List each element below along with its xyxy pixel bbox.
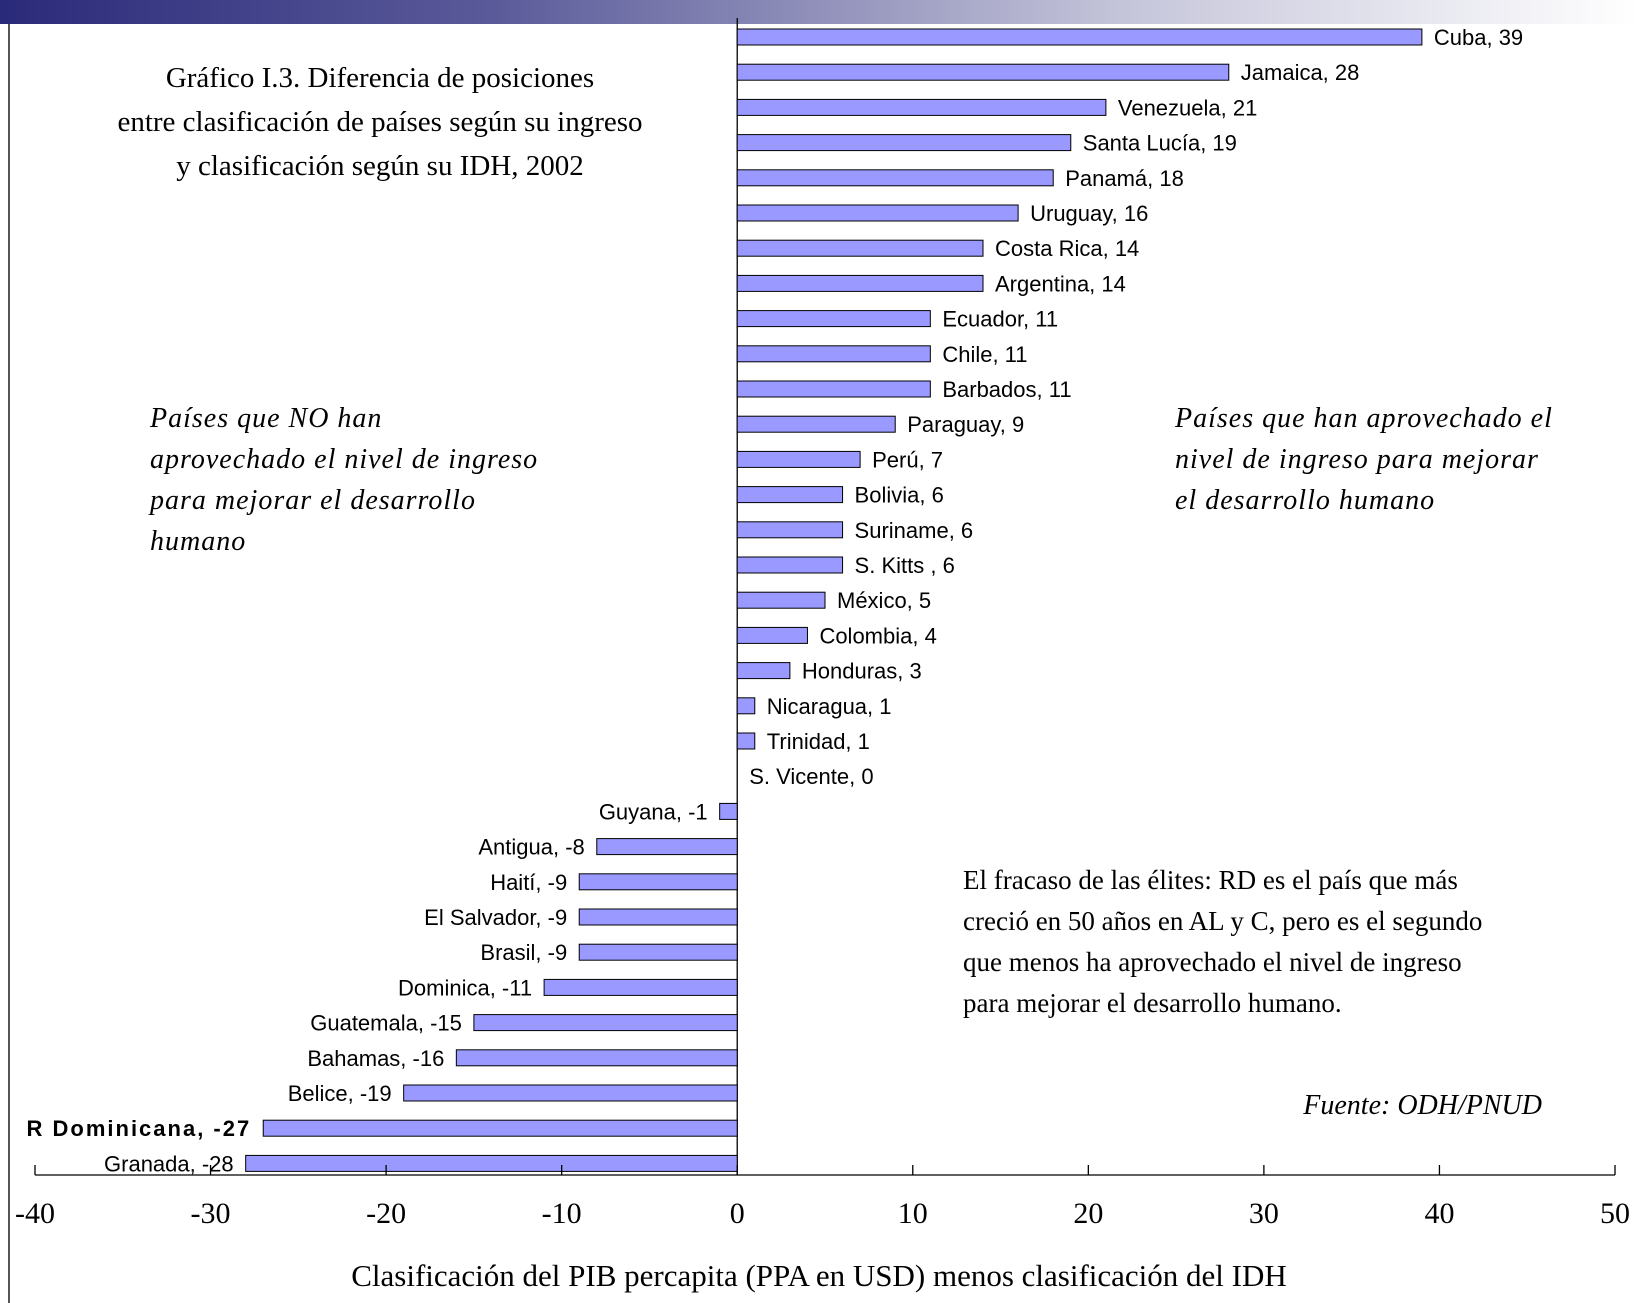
- bar-label: Dominica, -11: [398, 975, 532, 1000]
- bar-label: Honduras, 3: [802, 659, 922, 684]
- bar-label: Trinidad, 1: [767, 729, 870, 754]
- bar-label: Uruguay, 16: [1030, 201, 1148, 226]
- x-tick-label: -40: [15, 1197, 55, 1230]
- bar-label: Guatemala, -15: [310, 1011, 462, 1036]
- chart-title-line: entre clasificación de países según su i…: [117, 106, 643, 138]
- bar: [736, 274, 984, 292]
- bar: [543, 978, 738, 996]
- bar-label: Venezuela, 21: [1118, 95, 1257, 120]
- bar: [578, 943, 738, 961]
- note-left: Países que NO han aprovechado el nivel d…: [150, 398, 610, 562]
- bar-label: Belice, -19: [288, 1081, 392, 1106]
- bar-label: Jamaica, 28: [1241, 60, 1360, 85]
- bar-label: S. Vicente, 0: [749, 764, 873, 789]
- bar: [736, 380, 931, 398]
- x-tick-label: 0: [730, 1197, 745, 1230]
- bar: [578, 908, 738, 926]
- x-tick-label: 50: [1600, 1197, 1630, 1230]
- bar: [736, 98, 1107, 116]
- bar: [736, 134, 1072, 152]
- commentary-line: que menos ha aprovechado el nivel de ing…: [963, 947, 1462, 977]
- bar: [736, 626, 808, 644]
- note-right-line: Países que han aprovechado el: [1175, 403, 1553, 434]
- bar-label: Argentina, 14: [995, 271, 1126, 296]
- x-axis-label: Clasificación del PIB percapita (PPA en …: [351, 1258, 1287, 1293]
- bar: [403, 1084, 738, 1102]
- note-left-line: para mejorar el desarrollo: [150, 485, 476, 516]
- top-color-band: [0, 0, 1638, 24]
- bar: [736, 169, 1054, 187]
- bar: [736, 697, 756, 715]
- bar: [736, 345, 931, 363]
- bar: [473, 1014, 738, 1032]
- bar-label: Barbados, 11: [942, 377, 1071, 402]
- bar: [736, 63, 1230, 81]
- commentary-line: para mejorar el desarrollo humano.: [963, 988, 1342, 1018]
- bar-label: México, 5: [837, 588, 931, 613]
- bar: [736, 521, 844, 539]
- bar: [719, 802, 738, 820]
- bar-label: Chile, 11: [942, 342, 1027, 367]
- chart-title: Gráfico I.3. Diferencia de posiciones en…: [80, 56, 680, 188]
- bar: [596, 838, 738, 856]
- bar-label: Panamá, 18: [1065, 166, 1184, 191]
- bar-label: Antigua, -8: [478, 835, 584, 860]
- bar: [455, 1049, 738, 1067]
- bar-label: Guyana, -1: [599, 799, 708, 824]
- bar-label: Bahamas, -16: [307, 1046, 444, 1071]
- bar-label: El Salvador, -9: [424, 905, 567, 930]
- bar-label: Colombia, 4: [819, 623, 936, 648]
- bar: [736, 662, 791, 680]
- bar-label: S. Kitts , 6: [855, 553, 955, 578]
- note-right: Países que han aprovechado el nivel de i…: [1175, 398, 1595, 521]
- x-tick-label: -10: [542, 1197, 582, 1230]
- bar: [736, 732, 756, 750]
- bar-label: Granada, -28: [104, 1151, 234, 1176]
- bar: [736, 415, 896, 433]
- commentary-line: El fracaso de las élites: RD es el país …: [963, 865, 1458, 895]
- bar-label: Paraguay, 9: [907, 412, 1024, 437]
- bar-label: Santa Lucía, 19: [1083, 131, 1237, 156]
- x-tick-label: 20: [1073, 1197, 1103, 1230]
- bar: [736, 28, 1423, 46]
- x-tick-label: -20: [366, 1197, 406, 1230]
- bar: [578, 873, 738, 891]
- bar-label: Costa Rica, 14: [995, 236, 1139, 261]
- bar-label: Brasil, -9: [480, 940, 567, 965]
- bar: [736, 239, 984, 257]
- note-left-line: aprovechado el nivel de ingreso: [150, 444, 539, 475]
- bar-label: Haití, -9: [490, 870, 567, 895]
- bar-label: Perú, 7: [872, 447, 943, 472]
- bar: [262, 1119, 738, 1137]
- bar-label: Cuba, 39: [1434, 25, 1523, 50]
- bar-label: Ecuador, 11: [942, 307, 1058, 332]
- x-tick-label: 40: [1424, 1197, 1454, 1230]
- x-tick-label: -30: [191, 1197, 231, 1230]
- bar: [736, 556, 844, 574]
- bar: [736, 310, 931, 328]
- x-tick-label: 10: [898, 1197, 928, 1230]
- bar-label: R Dominicana, -27: [27, 1116, 252, 1141]
- bar: [736, 591, 826, 609]
- x-tick-label: 30: [1249, 1197, 1279, 1230]
- note-right-line: el desarrollo humano: [1175, 485, 1436, 516]
- bar-label: Suriname, 6: [855, 518, 974, 543]
- note-left-line: Países que NO han: [150, 403, 383, 434]
- source-note: Fuente: ODH/PNUD: [1303, 1090, 1542, 1121]
- bar: [245, 1154, 738, 1172]
- chart-title-line: Gráfico I.3. Diferencia de posiciones: [165, 62, 595, 94]
- chart-title-line: y clasificación según su IDH, 2002: [176, 150, 584, 182]
- left-border-line: [8, 24, 10, 1303]
- note-left-line: humano: [150, 526, 247, 557]
- note-right-line: nivel de ingreso para mejorar: [1175, 444, 1539, 475]
- commentary-line: creció en 50 años en AL y C, pero es el …: [963, 906, 1483, 936]
- bar: [736, 486, 844, 504]
- bar: [736, 204, 1019, 222]
- bar-label: Bolivia, 6: [855, 483, 944, 508]
- bar-label: Nicaragua, 1: [767, 694, 892, 719]
- commentary: El fracaso de las élites: RD es el país …: [963, 860, 1563, 1024]
- bar: [736, 450, 861, 468]
